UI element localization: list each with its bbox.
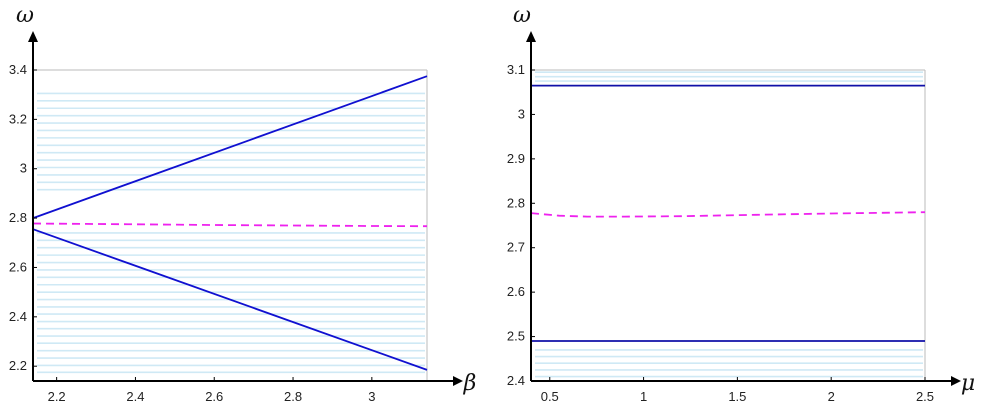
y-tick-label: 2.4 bbox=[507, 373, 525, 388]
x-axis-label: β bbox=[463, 371, 477, 396]
x-tick-label: 2.8 bbox=[284, 389, 302, 404]
x-axis-arrow bbox=[453, 376, 463, 386]
x-tick-label: 1 bbox=[640, 389, 647, 404]
x-tick-label: 2.4 bbox=[126, 389, 144, 404]
x-tick-label: 0.5 bbox=[541, 389, 559, 404]
y-tick-label: 2.4 bbox=[9, 309, 27, 324]
y-axis-label: ω bbox=[513, 3, 531, 28]
y-tick-label: 2.8 bbox=[9, 210, 27, 225]
y-tick-label: 3.1 bbox=[507, 62, 525, 77]
y-tick-label: 3 bbox=[20, 161, 27, 176]
y-tick-label: 2.5 bbox=[507, 329, 525, 344]
x-tick-label: 2.5 bbox=[916, 389, 934, 404]
y-tick-label: 2.9 bbox=[507, 151, 525, 166]
y-tick-label: 2.2 bbox=[9, 358, 27, 373]
y-tick-label: 3.2 bbox=[9, 111, 27, 126]
y-tick-label: 2.6 bbox=[507, 284, 525, 299]
x-tick-label: 3 bbox=[368, 389, 375, 404]
chart-panel-2: 0.5 1 1.5 2 2.5 2.4 2.5 2.6 2.7 2.8 2.9 3 3.1 ω μ bbox=[507, 3, 975, 404]
x-tick-label: 2.6 bbox=[205, 389, 223, 404]
dashed-curve bbox=[32, 222, 428, 228]
dashed-curve bbox=[530, 211, 926, 218]
y-tick-label: 2.6 bbox=[9, 259, 27, 274]
y-tick-label: 3.4 bbox=[9, 62, 27, 77]
x-tick-label: 2 bbox=[828, 389, 835, 404]
y-tick-label: 3 bbox=[518, 106, 525, 121]
x-tick-label: 1.5 bbox=[728, 389, 746, 404]
y-tick-label: 2.8 bbox=[507, 195, 525, 210]
y-axis-label: ω bbox=[16, 3, 34, 28]
y-axis-arrow bbox=[28, 31, 38, 42]
solid-curve-2 bbox=[32, 228, 428, 371]
chart-panel-1: 2.2 2.4 2.6 2.8 3 2.2 2.4 2.6 2.8 3 3.2 3.4 ω β bbox=[9, 3, 476, 404]
y-tick-label: 2.7 bbox=[507, 240, 525, 255]
x-tick-label: 2.2 bbox=[48, 389, 66, 404]
y-axis-arrow bbox=[526, 31, 536, 42]
x-axis-arrow bbox=[951, 376, 961, 386]
solid-curve-1 bbox=[32, 75, 428, 219]
x-axis-label: μ bbox=[961, 371, 975, 396]
